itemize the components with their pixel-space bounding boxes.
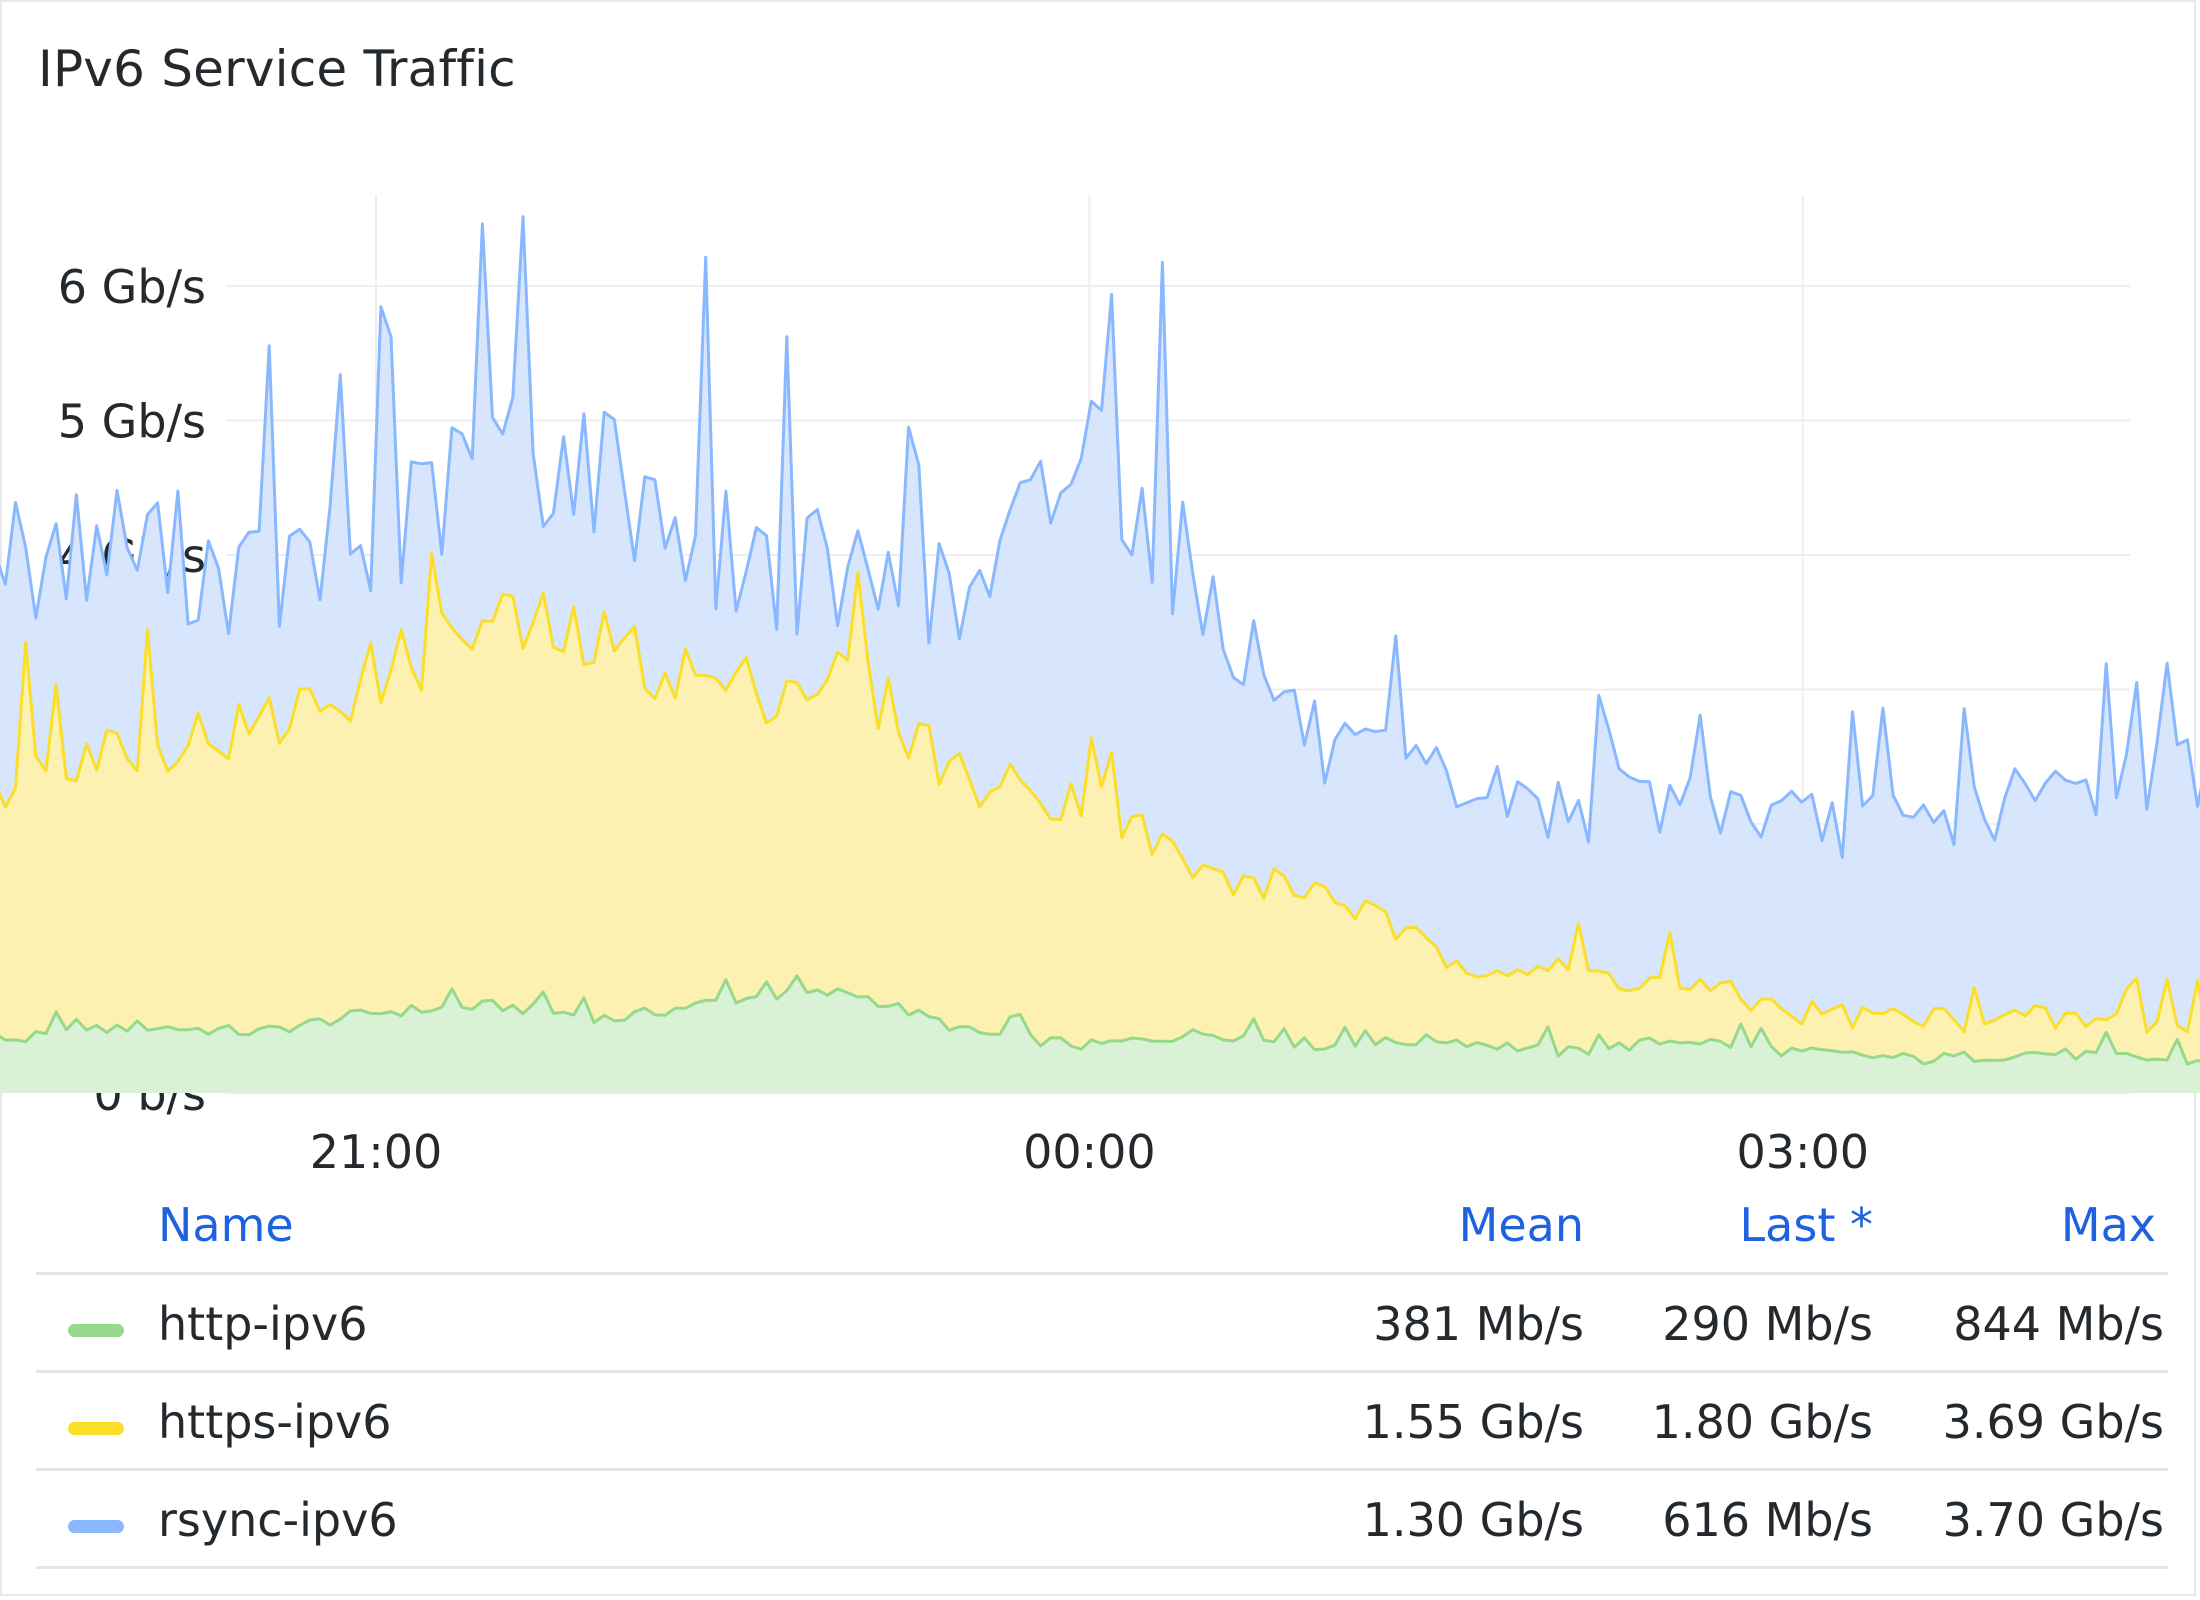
legend-row-https-ipv6[interactable]: https-ipv6 1.55 Gb/s 1.80 Gb/s 3.69 Gb/s xyxy=(36,1373,2168,1471)
x-tick-label: 21:00 xyxy=(310,1125,443,1179)
series-line-https-ipv6 xyxy=(0,552,2200,1034)
series-area-https-ipv6 xyxy=(0,553,2200,1065)
series-color-swatch xyxy=(68,1520,124,1533)
legend-header-max[interactable]: Max xyxy=(2060,1198,2156,1252)
series-line-rsync-ipv6 xyxy=(0,215,2200,859)
legend-mean-value: 381 Mb/s xyxy=(1373,1297,1584,1351)
legend-series-name[interactable]: rsync-ipv6 xyxy=(158,1493,398,1547)
legend-max-value: 844 Mb/s xyxy=(1953,1297,2164,1351)
legend-table: Name Mean Last * Max http-ipv6 381 Mb/s … xyxy=(36,1188,2168,1569)
legend-header-name[interactable]: Name xyxy=(158,1198,294,1252)
legend-series-name[interactable]: https-ipv6 xyxy=(158,1395,392,1449)
y-tick-label: 5 Gb/s xyxy=(58,395,206,449)
legend-mean-value: 1.30 Gb/s xyxy=(1362,1493,1584,1547)
series-area-rsync-ipv6 xyxy=(0,216,2200,1033)
y-tick-label: 6 Gb/s xyxy=(58,260,206,314)
legend-last-value: 1.80 Gb/s xyxy=(1651,1395,1873,1449)
series-area-http-ipv6 xyxy=(0,975,2200,1093)
legend-last-value: 616 Mb/s xyxy=(1662,1493,1873,1547)
legend-row-rsync-ipv6[interactable]: rsync-ipv6 1.30 Gb/s 616 Mb/s 3.70 Gb/s xyxy=(36,1471,2168,1569)
series-color-swatch xyxy=(68,1422,124,1435)
x-tick-label: 00:00 xyxy=(1023,1125,1156,1179)
legend-max-value: 3.70 Gb/s xyxy=(1942,1493,2164,1547)
legend-header: Name Mean Last * Max xyxy=(36,1188,2168,1275)
legend-last-value: 290 Mb/s xyxy=(1662,1297,1873,1351)
legend-series-name[interactable]: http-ipv6 xyxy=(158,1297,368,1351)
legend-mean-value: 1.55 Gb/s xyxy=(1362,1395,1584,1449)
legend-row-http-ipv6[interactable]: http-ipv6 381 Mb/s 290 Mb/s 844 Mb/s xyxy=(36,1275,2168,1373)
series-color-swatch xyxy=(68,1324,124,1337)
panel-title: IPv6 Service Traffic xyxy=(38,40,516,98)
legend-header-last[interactable]: Last * xyxy=(1739,1198,1873,1252)
series-line-http-ipv6 xyxy=(0,974,2200,1066)
legend-max-value: 3.69 Gb/s xyxy=(1942,1395,2164,1449)
x-tick-label: 03:00 xyxy=(1737,1125,1870,1179)
legend-header-mean[interactable]: Mean xyxy=(1458,1198,1584,1252)
